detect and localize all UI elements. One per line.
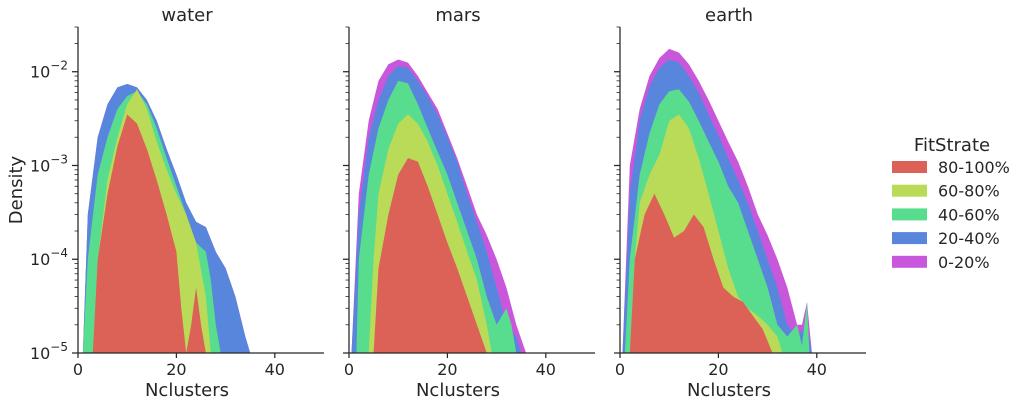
facet-title: water [161, 5, 213, 26]
legend-label: 40-60% [938, 205, 1000, 224]
x-axis-title: Nclusters [416, 380, 500, 401]
facet-title: earth [705, 5, 753, 26]
legend-swatch [892, 255, 927, 268]
area-earth-80-100% [629, 193, 773, 353]
legend-swatch [892, 184, 927, 197]
x-tick-label: 20 [437, 360, 457, 379]
legend-swatch [892, 161, 927, 173]
y-tick-label: 10−5 [30, 340, 68, 363]
facet-title: mars [435, 5, 480, 26]
y-axis-title: Density [6, 155, 27, 224]
x-tick-label: 20 [166, 360, 186, 379]
x-tick-label: 0 [73, 360, 83, 379]
x-axis-title: Nclusters [687, 380, 771, 401]
legend-swatch [892, 208, 927, 221]
y-tick-label: 10−2 [30, 59, 68, 82]
x-tick-label: 40 [807, 360, 827, 379]
area-water-80-100% [92, 114, 206, 353]
legend-label: 60-80% [938, 182, 1000, 201]
x-tick-label: 20 [708, 360, 728, 379]
legend: FitStrate 80-100% 60-80% 40-60% 20-40% 0-20% [892, 135, 1010, 272]
facet-earth: 0 20 40 Nclusters earth [614, 5, 866, 401]
legend-title: FitStrate [914, 135, 990, 156]
legend-label: 20-40% [938, 229, 1000, 248]
area-mars-80-100% [373, 158, 487, 353]
legend-label: 80-100% [938, 158, 1010, 177]
legend-swatch [892, 232, 927, 245]
facet-water: 0 20 40 10−5 10−4 10−3 10−2 Density Nclusters wat… [6, 5, 324, 401]
x-tick-label: 0 [344, 360, 354, 379]
x-tick-label: 40 [536, 360, 556, 379]
x-axis-title: Nclusters [145, 380, 229, 401]
x-tick-label: 0 [615, 360, 625, 379]
legend-label: 0-20% [938, 253, 990, 272]
y-tick-label: 10−3 [30, 152, 68, 175]
x-tick-label: 40 [265, 360, 285, 379]
y-tick-label: 10−4 [30, 246, 68, 269]
facet-mars: 0 20 40 Nclusters mars [343, 5, 595, 401]
